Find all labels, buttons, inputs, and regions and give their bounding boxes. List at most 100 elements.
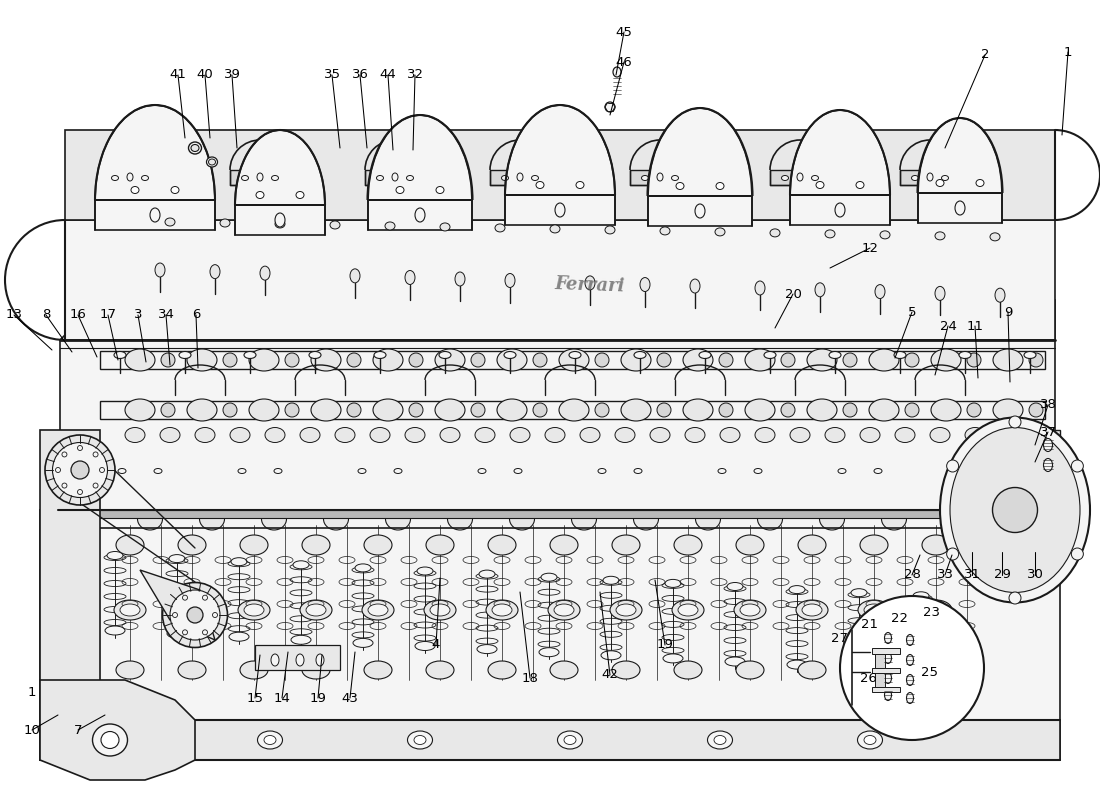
Polygon shape [368, 115, 472, 230]
Ellipse shape [572, 478, 596, 500]
Ellipse shape [167, 629, 187, 638]
Ellipse shape [798, 173, 803, 181]
Ellipse shape [820, 508, 845, 530]
Ellipse shape [835, 203, 845, 217]
Ellipse shape [257, 731, 283, 749]
Ellipse shape [947, 548, 958, 560]
Ellipse shape [621, 399, 651, 421]
Polygon shape [100, 351, 1045, 369]
Ellipse shape [825, 427, 845, 442]
Polygon shape [40, 430, 100, 760]
Text: europarts: europarts [100, 413, 300, 447]
Ellipse shape [101, 731, 119, 749]
Polygon shape [100, 401, 1045, 419]
Ellipse shape [698, 351, 711, 358]
Ellipse shape [849, 663, 869, 672]
Ellipse shape [1071, 460, 1083, 472]
Ellipse shape [323, 478, 349, 500]
Text: 30: 30 [1026, 569, 1044, 582]
Ellipse shape [434, 349, 465, 371]
Polygon shape [40, 720, 1060, 760]
Ellipse shape [262, 478, 286, 500]
Ellipse shape [116, 535, 144, 555]
Ellipse shape [364, 661, 392, 679]
Polygon shape [900, 170, 960, 185]
Polygon shape [874, 654, 886, 668]
Ellipse shape [736, 535, 764, 555]
Ellipse shape [894, 351, 906, 358]
Ellipse shape [601, 650, 621, 660]
Ellipse shape [657, 353, 671, 367]
Polygon shape [58, 510, 1056, 518]
Ellipse shape [554, 604, 574, 616]
Ellipse shape [125, 427, 145, 442]
Ellipse shape [789, 586, 805, 594]
Ellipse shape [906, 693, 913, 703]
Ellipse shape [678, 604, 698, 616]
Ellipse shape [142, 175, 148, 181]
Ellipse shape [695, 508, 721, 530]
Ellipse shape [770, 229, 780, 237]
Ellipse shape [510, 427, 530, 442]
Ellipse shape [125, 399, 155, 421]
Ellipse shape [869, 349, 899, 371]
Ellipse shape [415, 642, 434, 650]
Text: 2: 2 [981, 49, 989, 62]
Ellipse shape [505, 274, 515, 287]
Text: 37: 37 [1040, 426, 1056, 438]
Ellipse shape [672, 600, 704, 620]
Ellipse shape [188, 142, 201, 154]
Ellipse shape [285, 403, 299, 417]
Ellipse shape [94, 483, 98, 488]
Ellipse shape [409, 403, 424, 417]
Ellipse shape [230, 427, 250, 442]
Ellipse shape [111, 175, 119, 181]
Ellipse shape [641, 175, 649, 181]
Ellipse shape [492, 604, 512, 616]
Polygon shape [1000, 430, 1060, 580]
Ellipse shape [613, 67, 621, 77]
Ellipse shape [107, 551, 123, 559]
Ellipse shape [150, 208, 160, 222]
Ellipse shape [595, 353, 609, 367]
Ellipse shape [187, 349, 217, 371]
Ellipse shape [860, 535, 888, 555]
Ellipse shape [745, 399, 776, 421]
Ellipse shape [155, 263, 165, 277]
Ellipse shape [275, 213, 285, 227]
Ellipse shape [187, 607, 204, 623]
Ellipse shape [257, 173, 263, 181]
Ellipse shape [807, 399, 837, 421]
Ellipse shape [170, 186, 179, 194]
Polygon shape [790, 110, 890, 225]
Ellipse shape [922, 661, 950, 679]
Text: 35: 35 [323, 69, 341, 82]
Ellipse shape [864, 604, 884, 616]
Ellipse shape [138, 508, 163, 530]
Ellipse shape [517, 173, 522, 181]
Ellipse shape [683, 349, 713, 371]
Ellipse shape [187, 399, 217, 421]
Ellipse shape [131, 186, 139, 194]
Text: 46: 46 [616, 55, 632, 69]
Text: 28: 28 [903, 569, 921, 582]
Ellipse shape [544, 427, 565, 442]
Ellipse shape [798, 661, 826, 679]
Text: 29: 29 [993, 569, 1011, 582]
Ellipse shape [912, 175, 918, 181]
Ellipse shape [114, 600, 146, 620]
Ellipse shape [161, 403, 175, 417]
Ellipse shape [715, 228, 725, 236]
Ellipse shape [815, 282, 825, 297]
Ellipse shape [548, 600, 580, 620]
Ellipse shape [434, 399, 465, 421]
Ellipse shape [296, 654, 304, 666]
Ellipse shape [990, 233, 1000, 241]
Ellipse shape [755, 427, 775, 442]
Ellipse shape [884, 633, 891, 643]
Text: 39: 39 [223, 69, 241, 82]
Text: 5: 5 [908, 306, 916, 318]
Ellipse shape [851, 589, 867, 597]
Ellipse shape [927, 173, 933, 181]
Text: 19: 19 [657, 638, 673, 651]
